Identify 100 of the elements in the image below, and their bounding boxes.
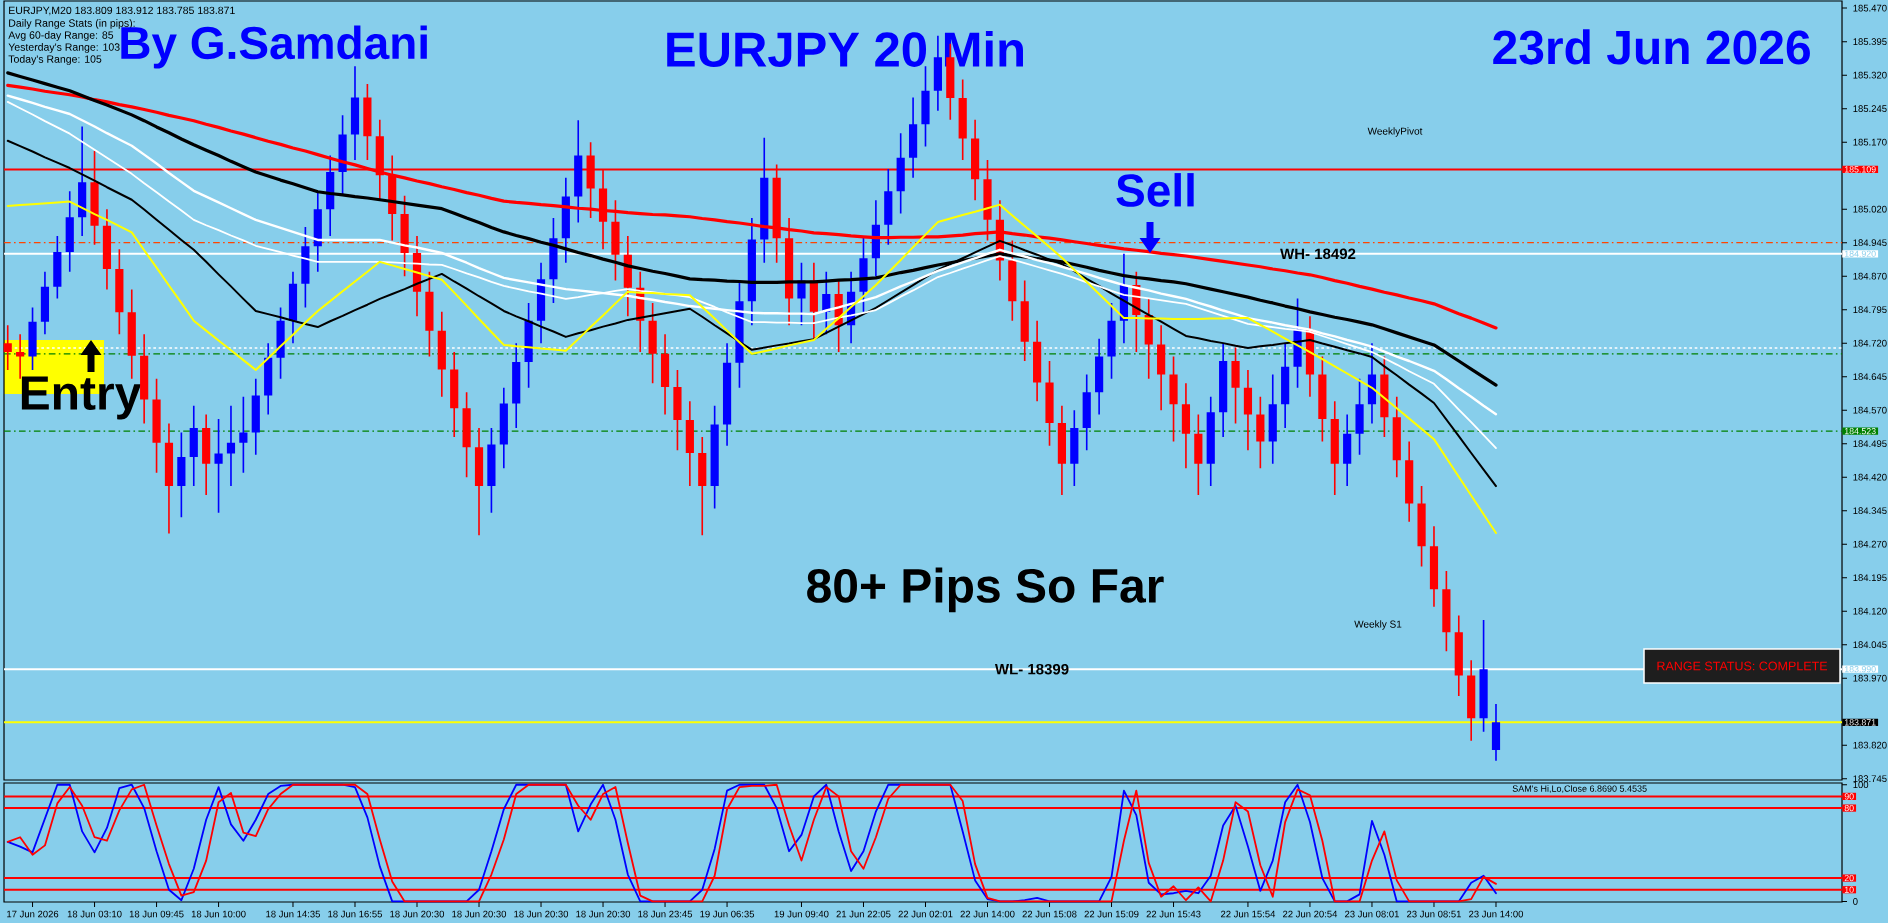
- candlestick: [226, 405, 236, 487]
- candlestick: [1157, 325, 1166, 411]
- y-tick-label: 0: [1853, 898, 1858, 905]
- y-tick-label: 184.195: [1853, 574, 1887, 581]
- candlestick: [140, 334, 149, 424]
- candlestick: [722, 343, 732, 446]
- ref-line-label: 90: [1844, 793, 1854, 800]
- ref-line-label: 183.990: [1844, 666, 1876, 673]
- y-tick-label: 185.470: [1853, 4, 1887, 12]
- x-tick-label: 18 Jun 14:35: [266, 910, 321, 918]
- y-tick-label: 184.495: [1853, 440, 1887, 447]
- y-tick-label: 184.945: [1853, 239, 1887, 246]
- annotation: Yesterday's Range: 103: [8, 43, 120, 53]
- y-tick-label: 183.820: [1853, 741, 1887, 749]
- candlestick: [784, 218, 794, 326]
- y-tick-label: 185.320: [1853, 71, 1887, 79]
- candlestick: [1107, 302, 1116, 379]
- candlestick: [512, 343, 521, 428]
- candlestick: [276, 307, 285, 379]
- y-tick-label: 184.720: [1853, 339, 1887, 347]
- candlestick: [313, 191, 322, 272]
- candlestick: [1169, 356, 1178, 442]
- candlestick: [1318, 356, 1327, 442]
- candlestick: [474, 428, 484, 536]
- candlestick: [350, 66, 360, 160]
- candlestick: [660, 334, 670, 415]
- candlestick: [1206, 396, 1215, 487]
- candlestick: [487, 428, 496, 513]
- x-tick-label: 22 Jun 15:43: [1146, 910, 1201, 918]
- x-tick-label: 22 Jun 14:00: [960, 910, 1015, 918]
- y-tick-label: 184.420: [1853, 473, 1887, 481]
- candlestick: [326, 155, 335, 236]
- candlestick: [549, 218, 558, 303]
- candlestick: [1082, 374, 1091, 451]
- annotation: WL- 18399: [994, 663, 1069, 675]
- candlestick: [1219, 343, 1228, 437]
- candlestick: [710, 405, 719, 509]
- x-tick-label: 23 Jun 08:51: [1407, 910, 1461, 918]
- y-tick-label: 184.120: [1853, 607, 1887, 615]
- candlestick: [760, 137, 769, 263]
- candlestick: [1243, 369, 1253, 451]
- candlestick: [1045, 361, 1054, 446]
- x-tick-label: 17 Jun 2026: [7, 910, 59, 918]
- ref-line-label: 20: [1844, 874, 1854, 882]
- candlestick: [1491, 704, 1501, 761]
- candlestick: [1181, 383, 1191, 469]
- candlestick: [1454, 615, 1463, 697]
- candlestick: [363, 84, 372, 160]
- candlestick: [251, 378, 260, 455]
- candlestick: [1144, 298, 1153, 379]
- candlestick: [909, 97, 918, 178]
- text: RANGE STATUS: COMPLETE: [1657, 661, 1828, 671]
- candlestick: [425, 271, 434, 357]
- x-tick-label: 18 Jun 20:30: [390, 910, 445, 918]
- y-tick-label: 185.245: [1853, 105, 1887, 112]
- candlestick: [871, 200, 880, 277]
- candlestick: [933, 35, 942, 111]
- x-tick-label: 19 Jun 09:40: [774, 910, 829, 918]
- candlestick: [338, 115, 347, 196]
- annotation: Today's Range: 105: [8, 55, 102, 65]
- y-tick-label: 184.345: [1853, 507, 1887, 514]
- candlestick: [115, 249, 124, 335]
- candlestick: [574, 120, 583, 223]
- ref-line-label: 184.920: [1844, 250, 1876, 257]
- y-tick-label: 183.970: [1853, 674, 1887, 682]
- candlestick: [1467, 660, 1476, 741]
- candlestick: [53, 235, 62, 299]
- candlestick: [1429, 526, 1439, 607]
- x-tick-label: 23 Jun 14:00: [1469, 910, 1524, 918]
- candlestick: [164, 423, 174, 534]
- candlestick: [152, 378, 161, 473]
- x-tick-label: 21 Jun 22:05: [836, 910, 891, 918]
- candlestick: [1057, 405, 1067, 496]
- ref-line-label: 183.871: [1844, 719, 1876, 726]
- y-tick-label: 185.170: [1853, 138, 1887, 146]
- candlestick: [1095, 338, 1104, 415]
- candlestick: [747, 218, 756, 326]
- annotation: Daily Range Stats (in pips):: [9, 19, 135, 29]
- x-tick-label: 18 Jun 10:00: [191, 910, 246, 918]
- y-tick-label: 184.795: [1853, 306, 1887, 313]
- y-tick-label: 184.045: [1853, 641, 1887, 648]
- annotation: Sell: [1116, 173, 1194, 207]
- candlestick: [921, 66, 930, 147]
- candlestick: [1268, 374, 1277, 464]
- ref-line-label: 184.523: [1844, 428, 1876, 435]
- candlestick: [1020, 280, 1029, 361]
- y-tick-label: 185.395: [1853, 38, 1887, 45]
- candlestick: [1392, 396, 1401, 478]
- x-tick-label: 18 Jun 20:30: [514, 910, 569, 918]
- x-tick-label: 22 Jun 15:08: [1022, 910, 1077, 918]
- chart-title: EURJPY 20 Min: [667, 30, 1023, 67]
- ref-line-label: 10: [1844, 886, 1854, 893]
- candlestick: [673, 369, 682, 451]
- annotation: WH- 18492: [1280, 248, 1356, 260]
- x-tick-label: 23 Jun 08:01: [1345, 910, 1399, 918]
- ref-line-label: 185.109: [1844, 166, 1876, 173]
- x-tick-label: 22 Jun 02:01: [898, 910, 953, 918]
- x-tick-label: 18 Jun 16:55: [328, 910, 383, 918]
- x-tick-label: 22 Jun 15:54: [1220, 910, 1276, 918]
- candlestick: [450, 352, 459, 437]
